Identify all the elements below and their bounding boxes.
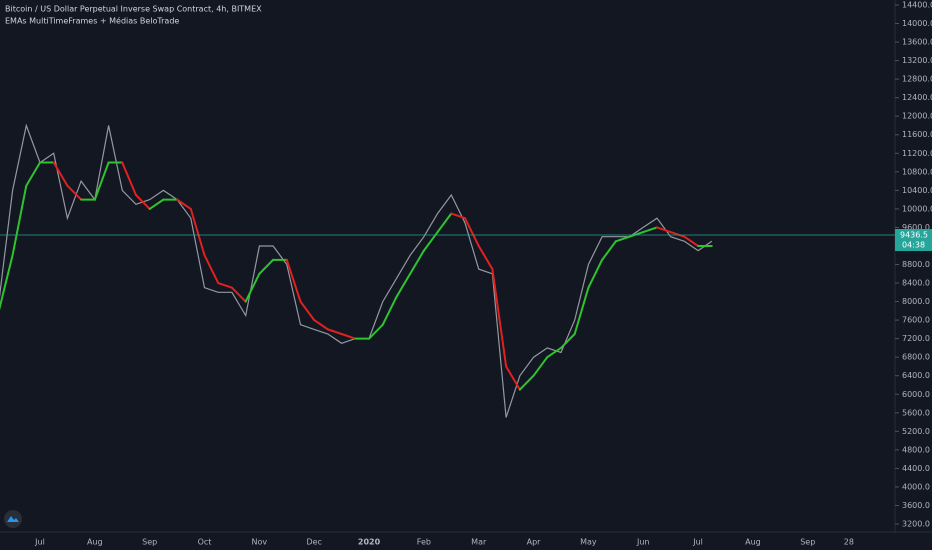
y-tick-label: 5200.0 [902, 427, 930, 436]
y-tick-label: 3200.0 [902, 520, 930, 529]
ema-segment [669, 231, 686, 238]
ema-segment [121, 161, 137, 196]
ema-segment [368, 323, 384, 340]
y-tick-label: 4400.0 [902, 464, 930, 473]
ema-segment [518, 374, 535, 391]
ema-segment [134, 193, 151, 210]
ema-segment [203, 254, 220, 285]
ema-segment [409, 249, 425, 275]
x-tick-label: Aug [87, 538, 103, 547]
y-tick-label: 13600.0 [902, 38, 932, 47]
x-tick-label: Jul [34, 538, 45, 547]
y-tick-label: 7600.0 [902, 316, 930, 325]
ema-segment [532, 356, 549, 377]
ema-segment [52, 161, 69, 187]
ema-segment [11, 184, 28, 257]
ema-segment [326, 328, 343, 336]
x-tick-label: Oct [198, 538, 212, 547]
y-tick-label: 12800.0 [902, 75, 932, 84]
ema-segment [464, 217, 480, 247]
ema-segment [505, 365, 521, 391]
ema-segment [628, 231, 645, 238]
ema-segment [299, 300, 316, 322]
y-tick-label: 7200.0 [902, 334, 930, 343]
ema-segment [381, 295, 398, 326]
x-tick-label: May [580, 538, 597, 547]
x-tick-label: Feb [417, 538, 431, 547]
x-tick-label: Dec [306, 538, 321, 547]
ema-segment [601, 240, 617, 261]
ema-segment [655, 226, 672, 234]
ema-segment [258, 258, 275, 275]
ema-segment [573, 286, 590, 336]
ema-segment [148, 198, 165, 210]
ema-segment [66, 184, 83, 201]
y-tick-label: 3600.0 [902, 501, 930, 510]
y-tick-label: 12400.0 [902, 93, 932, 102]
y-tick-label: 8400.0 [902, 279, 930, 288]
y-tick-label: 6000.0 [902, 390, 930, 399]
y-tick-label: 11200.0 [902, 149, 932, 158]
indicator-title: EMAs MultiTimeFrames + Médias BeloTrade [5, 16, 179, 26]
symbol-title: Bitcoin / US Dollar Perpetual Inverse Sw… [5, 5, 262, 14]
y-tick-label: 6800.0 [902, 353, 930, 362]
ema-segment [313, 319, 329, 331]
ema-segment [25, 161, 41, 187]
y-tick-label: 10000.0 [902, 204, 932, 213]
ema-segment [189, 207, 206, 257]
ema-segment [491, 268, 508, 368]
last-price-label: 9436.5 [900, 231, 928, 240]
y-tick-label: 4800.0 [902, 445, 930, 454]
ema-segment [340, 333, 357, 340]
ema-segment [477, 244, 494, 271]
logo-icon[interactable] [7, 516, 19, 522]
ema-segment [587, 258, 604, 289]
ema-segment [217, 282, 233, 289]
ema-segment [559, 333, 576, 349]
x-tick-label: Sep [800, 538, 815, 547]
y-tick-label: 4000.0 [902, 482, 930, 491]
ema-segment [230, 286, 247, 303]
ema-segment [395, 272, 412, 298]
y-tick-label: 9600.0 [902, 223, 930, 232]
y-tick-label: 8000.0 [902, 297, 930, 306]
logo[interactable] [4, 510, 22, 528]
last-price-box [895, 229, 932, 252]
y-tick-label: 14400.0 [902, 0, 932, 9]
y-tick-label: 8800.0 [902, 260, 930, 269]
ema-segment [436, 212, 453, 234]
x-tick-label: Apr [527, 538, 542, 547]
x-tick-label: Nov [252, 538, 268, 547]
countdown-label: 04:38 [902, 241, 925, 250]
ema-segment [642, 226, 658, 234]
y-tick-label: 13200.0 [902, 56, 932, 65]
ema-segment [450, 212, 467, 220]
y-tick-label: 6400.0 [902, 371, 930, 380]
x-tick-label: Sep [142, 538, 157, 547]
y-tick-label: 10800.0 [902, 167, 932, 176]
y-tick-label: 11600.0 [902, 130, 932, 139]
x-tick-label: 28 [844, 538, 854, 547]
y-tick-label: 10400.0 [902, 186, 932, 195]
x-tick-label: 2020 [358, 538, 381, 547]
ema-segment [244, 272, 261, 303]
ema-segment [0, 254, 14, 311]
x-tick-label: Aug [745, 538, 761, 547]
ema-segment [176, 198, 192, 210]
ema-segment [614, 235, 631, 243]
x-tick-label: Mar [471, 538, 487, 547]
ema-segment [285, 258, 302, 303]
ema-segment [546, 346, 562, 359]
y-tick-label: 12000.0 [902, 112, 932, 121]
ema-segment [93, 161, 110, 201]
y-tick-label: 14000.0 [902, 19, 932, 28]
x-tick-label: Jul [692, 538, 703, 547]
x-tick-label: Jun [636, 538, 650, 547]
y-tick-label: 5600.0 [902, 408, 930, 417]
ema-segment [683, 235, 700, 247]
